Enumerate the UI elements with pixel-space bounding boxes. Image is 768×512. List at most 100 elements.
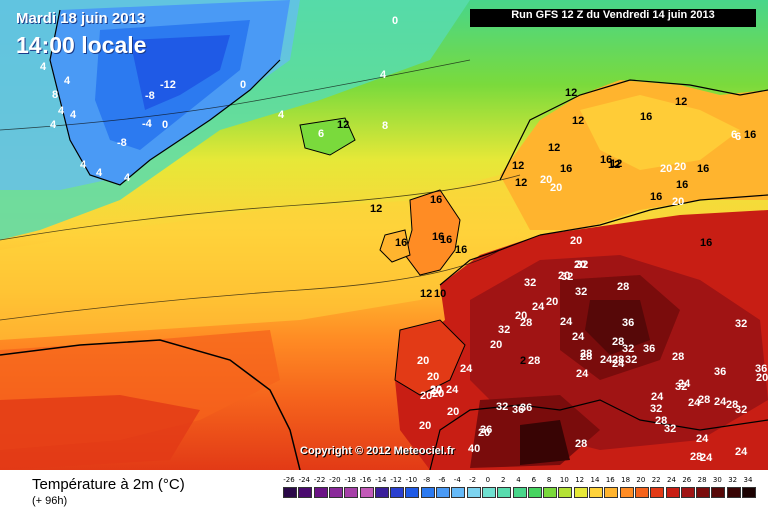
- scale-tick-label: -22: [313, 476, 326, 484]
- temperature-label: 20: [546, 296, 558, 308]
- temperature-label: 12: [370, 203, 382, 215]
- scale-tick-label: 2: [500, 476, 506, 484]
- scale-swatch: [451, 487, 466, 498]
- temperature-label: 16: [640, 111, 652, 123]
- scale-tick-label: 22: [651, 476, 661, 484]
- temperature-label: 28: [690, 451, 702, 463]
- run-banner: Run GFS 12 Z du Vendredi 14 juin 2013: [470, 9, 756, 27]
- temperature-label: 24: [714, 396, 727, 408]
- scale-swatch: [466, 487, 481, 498]
- temperature-label: 40: [468, 443, 480, 455]
- scale-tick-label: 12: [575, 476, 585, 484]
- temperature-label: 16: [395, 237, 407, 249]
- temperature-label: 20: [490, 339, 502, 351]
- temperature-label: 6: [318, 128, 324, 140]
- temperature-label: 28: [655, 415, 667, 427]
- temperature-label: 6: [731, 129, 737, 141]
- temperature-label: 20: [660, 163, 672, 175]
- temperature-label: 20: [574, 259, 586, 271]
- temperature-label: 20: [430, 384, 442, 396]
- scale-tick-label: 32: [728, 476, 738, 484]
- temperature-label: 24: [700, 452, 713, 464]
- temperature-label: 16: [650, 191, 662, 203]
- scale-tick-label: -12: [390, 476, 402, 484]
- scale-swatch: [390, 487, 405, 498]
- temperature-label: 24: [735, 446, 748, 458]
- temperature-label: 8: [382, 120, 388, 132]
- scale-tick-label: -16: [359, 476, 372, 484]
- temperature-label: 36: [622, 317, 634, 329]
- temperature-label: 28: [520, 317, 532, 329]
- temperature-label: 24: [612, 358, 625, 370]
- temperature-label: 28: [612, 354, 624, 366]
- temperature-label: 16: [600, 154, 612, 166]
- scale-tick-label: -2: [469, 476, 477, 484]
- temperature-label: 32: [575, 286, 587, 298]
- temperature-label: 20: [430, 385, 442, 397]
- temperature-label: 28: [580, 348, 592, 360]
- temperature-label: 4: [64, 75, 71, 87]
- temperature-label: 4: [278, 109, 285, 121]
- temperature-label: 4: [70, 109, 77, 121]
- temperature-label: 10: [434, 288, 446, 300]
- scale-swatch: [374, 487, 389, 498]
- forecast-time: 14:00 locale: [16, 32, 147, 58]
- temperature-label: 12: [565, 87, 577, 99]
- temperature-label: -8: [117, 137, 127, 149]
- temperature-label: 36: [480, 424, 492, 436]
- temperature-label: 4: [380, 69, 387, 81]
- temperature-label: 20: [478, 427, 490, 439]
- scale-swatch: [742, 487, 756, 498]
- temperature-label: -8: [145, 90, 155, 102]
- temperature-label: 4: [58, 105, 65, 117]
- scale-swatch: [573, 487, 588, 498]
- temperature-label: 6: [735, 131, 741, 143]
- scale-tick-label: 26: [682, 476, 692, 484]
- temperature-label: 0: [392, 15, 398, 27]
- scale-tick-label: -18: [344, 476, 356, 484]
- temperature-label: 20: [427, 371, 439, 383]
- temperature-label: 8: [52, 89, 58, 101]
- scale-swatch: [650, 487, 665, 498]
- scale-swatch: [344, 487, 359, 498]
- scale-swatch: [680, 487, 695, 498]
- temperature-label: 12: [675, 96, 687, 108]
- scale-swatch: [604, 487, 619, 498]
- temperature-label: 32: [735, 404, 747, 416]
- legend-footer: Température à 2m (°C) (+ 96h) -26 -24 -22-…: [0, 470, 768, 512]
- temperature-label: 20: [550, 182, 562, 194]
- scale-swatch: [558, 487, 573, 498]
- temperature-label: 16: [700, 237, 712, 249]
- temperature-label: 20: [672, 196, 684, 208]
- temperature-label: 28: [528, 355, 540, 367]
- scale-swatch: [481, 487, 496, 498]
- temperature-label: 20: [558, 270, 570, 282]
- temperature-label: 16: [455, 244, 467, 256]
- scale-tick-label: -8: [423, 476, 431, 484]
- temperature-label: 4: [96, 167, 103, 179]
- scale-tick-label: -24: [298, 476, 311, 484]
- temperature-label: 28: [726, 399, 738, 411]
- temperature-label: 28: [612, 336, 624, 348]
- scale-swatch: [589, 487, 603, 498]
- temperature-label: 20: [447, 406, 459, 418]
- scale-tick-label: 24: [667, 476, 676, 484]
- scale-tick-label: 28: [697, 476, 707, 484]
- temperature-label: -4: [142, 118, 153, 130]
- scale-tick-label: 4: [516, 476, 521, 484]
- temperature-label: 24: [696, 433, 709, 445]
- temperature-label: 36: [512, 404, 524, 416]
- temperature-label: 24: [678, 378, 691, 390]
- weather-map: 0 4 4 -12 -8 0 -4 0 4 -8 8 4 4 4 4 4 4 4 8 12 6 12 12 16 16 16 12 1…: [0, 0, 768, 470]
- temperature-label: 24: [600, 354, 613, 366]
- temperature-label: 24: [532, 301, 545, 313]
- scale-tick-label: 16: [605, 476, 615, 484]
- temperature-label: 36: [714, 366, 726, 378]
- scale-swatch: [696, 487, 711, 498]
- temperature-label: 16: [432, 231, 444, 243]
- scale-tick-label: -20: [329, 476, 341, 484]
- temperature-label: 16: [697, 163, 709, 175]
- scale-swatch: [328, 487, 343, 498]
- temperature-label: 32: [496, 401, 508, 413]
